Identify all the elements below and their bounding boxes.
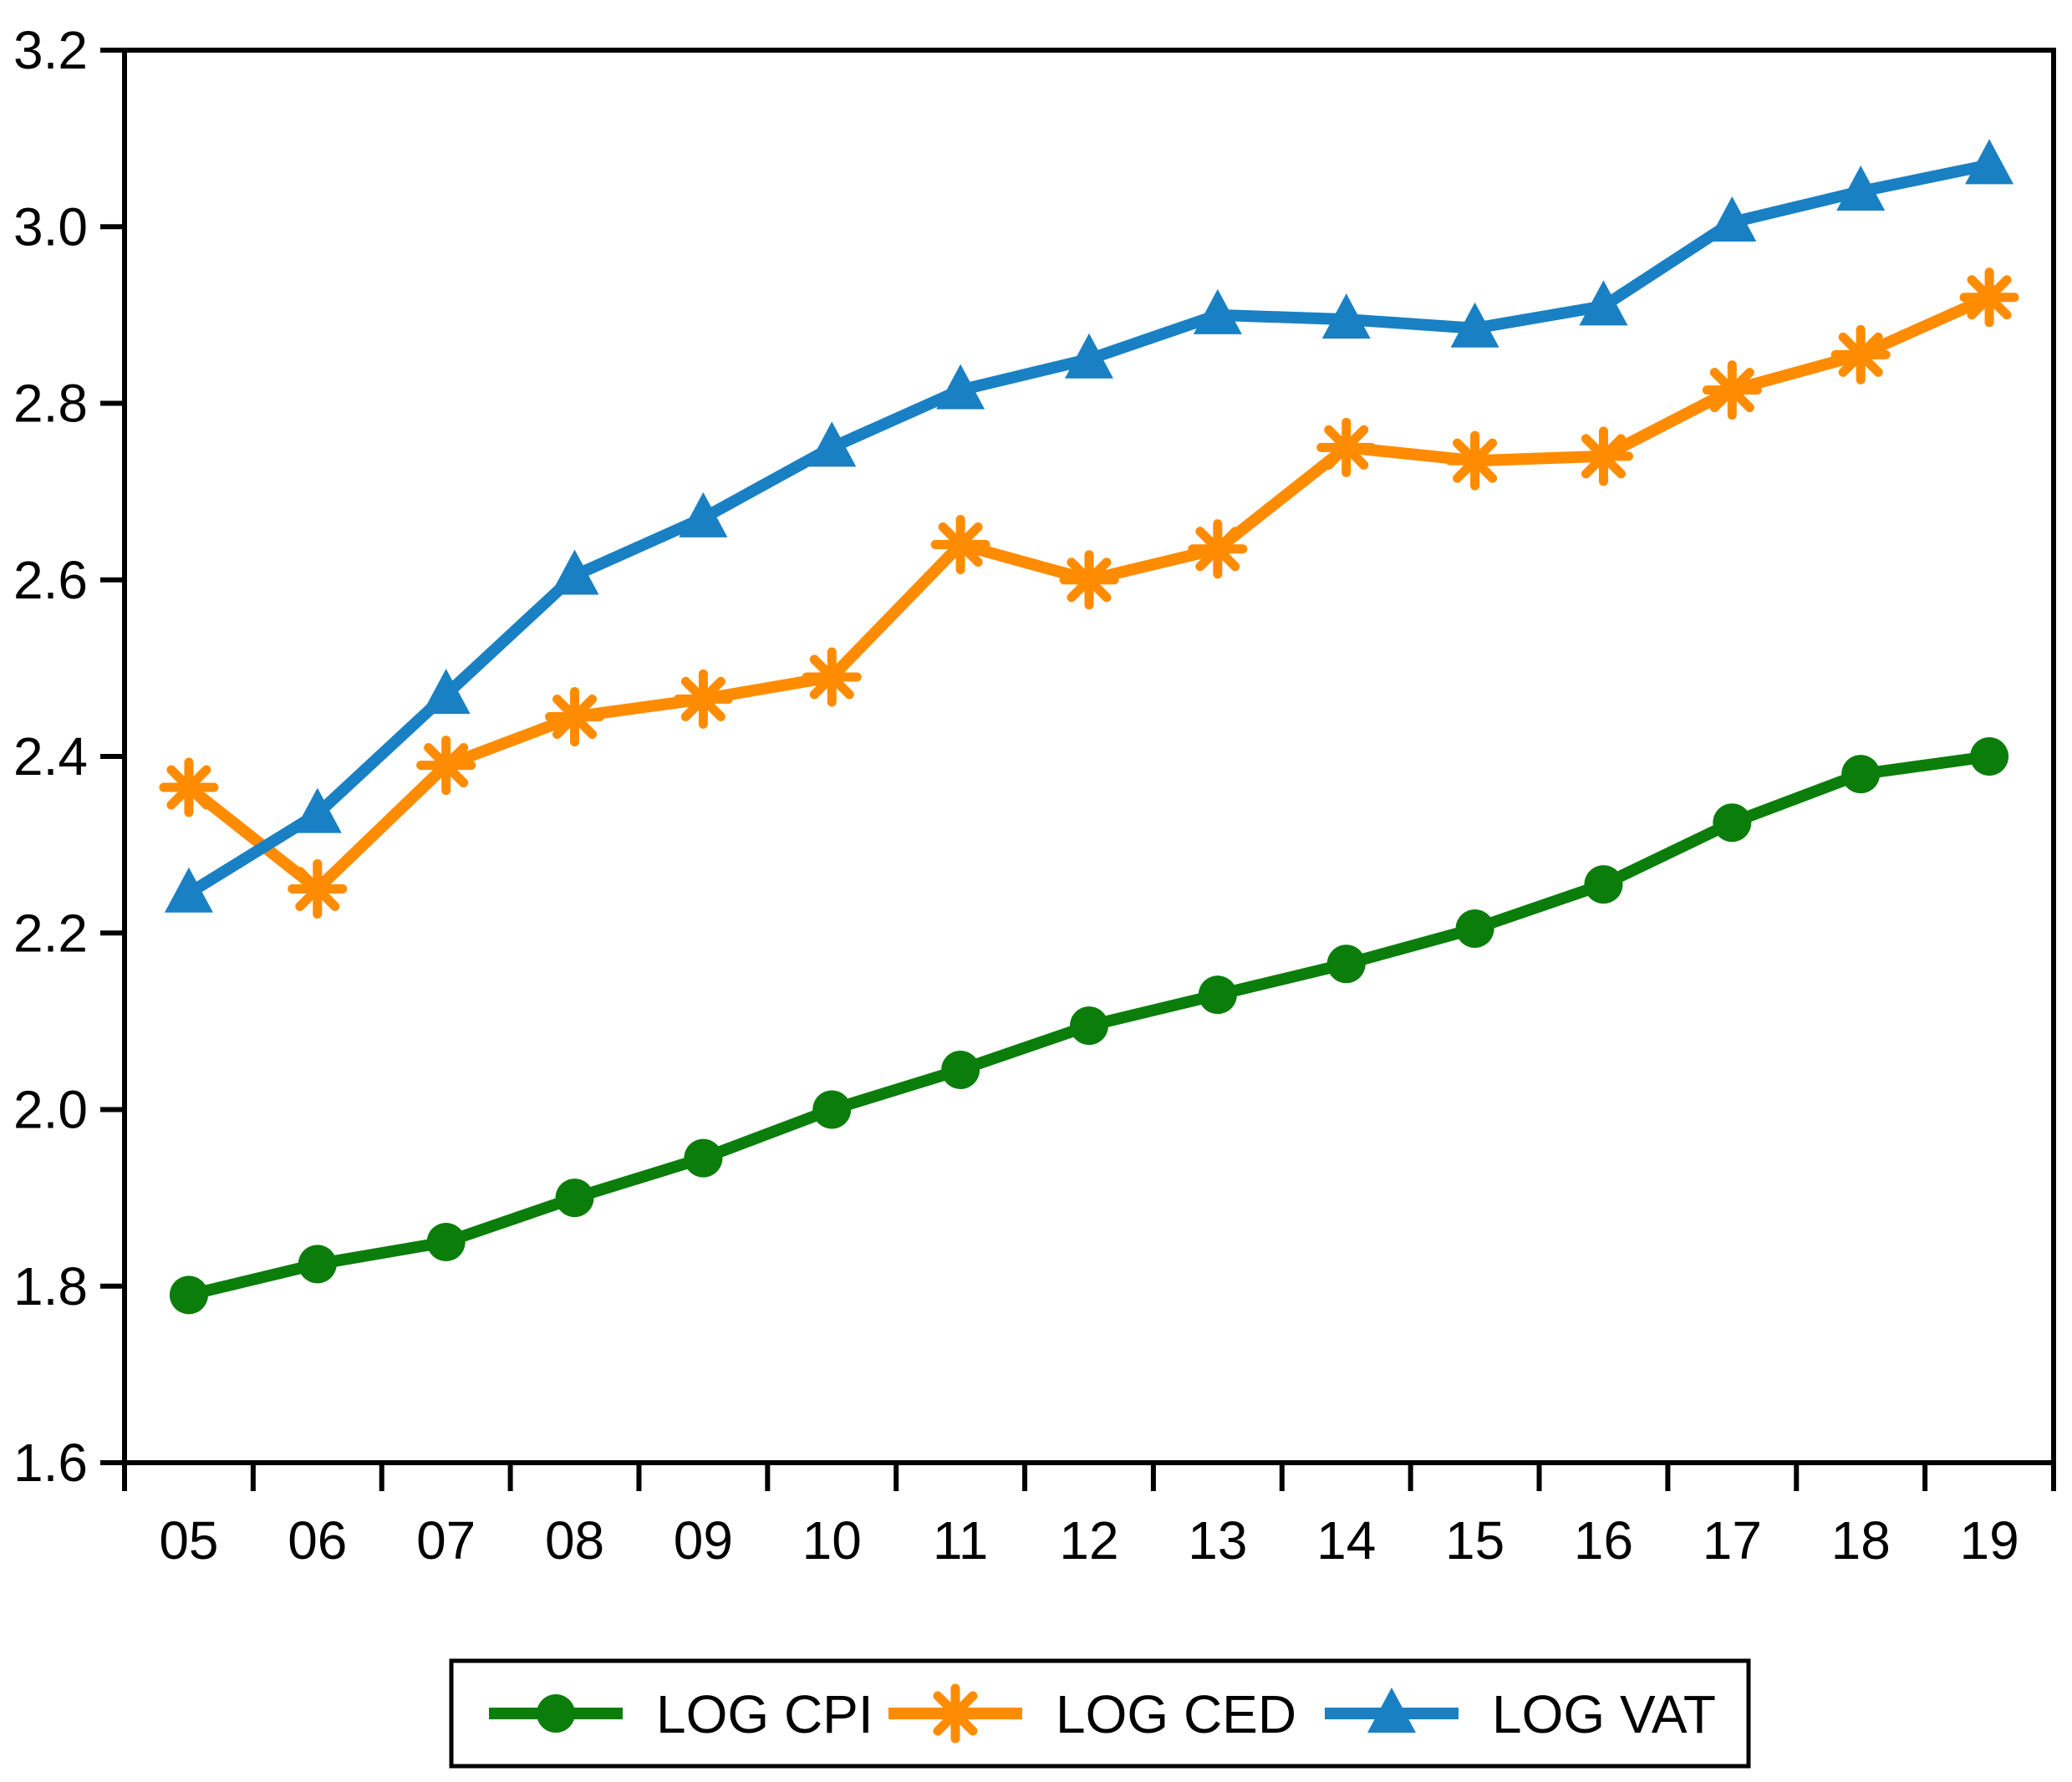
legend-label-log-ced: LOG CED (1056, 1684, 1296, 1744)
legend-label-log-cpi: LOG CPI (656, 1684, 873, 1744)
triangle-marker (421, 669, 471, 715)
x-axis-tick-label: 12 (1059, 1510, 1118, 1571)
asterisk-marker-stroke (166, 765, 211, 810)
asterisk-marker-stroke (295, 866, 340, 911)
y-axis-tick-label: 3.2 (13, 20, 88, 80)
y-axis-tick-label: 2.6 (13, 550, 88, 610)
x-axis-tick-label: 13 (1188, 1510, 1247, 1571)
asterisk-marker-stroke (1324, 425, 1369, 470)
x-axis-tick-label: 07 (416, 1510, 476, 1571)
circle-marker (1070, 1006, 1108, 1046)
x-axis-tick-label: 06 (288, 1510, 347, 1571)
y-axis-tick-label: 2.8 (13, 374, 88, 434)
legend-label-log-vat: LOG VAT (1492, 1684, 1716, 1744)
legend-box: LOG CPI LOG CED LOG VAT (449, 1658, 1751, 1769)
legend-item-log-vat: LOG VAT (1325, 1684, 1716, 1744)
asterisk-marker-stroke (1838, 332, 1883, 377)
triangle-marker (1321, 293, 1371, 339)
x-axis-tick-label: 08 (545, 1510, 604, 1571)
legend-item-log-cpi: LOG CPI (489, 1684, 873, 1744)
asterisk-marker-stroke (1067, 558, 1112, 603)
x-axis-tick-label: 18 (1831, 1510, 1891, 1571)
asterisk-marker-stroke (1709, 368, 1754, 413)
asterisk-marker-stroke (1195, 527, 1240, 572)
y-axis-tick-label: 2.4 (13, 726, 88, 787)
x-axis-tick-label: 11 (933, 1510, 988, 1571)
circle-marker (298, 1245, 337, 1284)
y-axis-tick-label: 1.6 (13, 1433, 88, 1493)
circle-marker (169, 1275, 208, 1315)
x-axis: 05 06 07 08 09 10 11 12 13 14 15 16 17 18 19 (122, 1463, 2056, 1571)
series-log-cpi (169, 737, 2009, 1315)
x-axis-tick-label: 10 (802, 1510, 862, 1571)
asterisk-marker-stroke (809, 654, 854, 700)
asterisk-marker-stroke (1453, 438, 1498, 483)
triangle-marker (1367, 1688, 1416, 1733)
x-axis-tick-label: 16 (1574, 1510, 1633, 1571)
triangle-marker (936, 364, 985, 410)
x-axis-tick-label: 14 (1316, 1510, 1376, 1571)
asterisk-marker-stroke (938, 522, 983, 567)
circle-marker (812, 1090, 852, 1129)
legend-item-log-ced: LOG CED (888, 1683, 1296, 1744)
triangle-marker (679, 491, 728, 537)
circle-marker (555, 1179, 594, 1218)
x-axis-tick-label: 19 (1959, 1510, 2019, 1571)
circle-marker (1455, 909, 1494, 948)
asterisk-marker-stroke (1967, 275, 2012, 320)
triangle-marker (293, 787, 342, 833)
circle-marker (426, 1222, 466, 1261)
triangle-marker (550, 549, 599, 595)
triangle-marker (1065, 333, 1113, 379)
circle-marker (1970, 737, 2009, 776)
triangle-marker (1450, 302, 1499, 348)
circle-marker (684, 1138, 723, 1178)
series-log-vat (164, 139, 2014, 913)
triangle-marker (1836, 165, 1886, 211)
asterisk-marker-stroke (1581, 434, 1626, 479)
circle-marker (941, 1050, 980, 1089)
x-axis-tick-label: 17 (1703, 1510, 1762, 1571)
triangle-marker (807, 421, 857, 467)
circle-marker (1584, 865, 1623, 904)
circle-marker (1326, 944, 1366, 984)
y-axis-tick-label: 2.2 (13, 903, 88, 963)
y-axis-tick-label: 1.8 (13, 1256, 88, 1316)
series-log-ced (159, 267, 2019, 919)
x-axis-tick-label: 09 (674, 1510, 733, 1571)
circle-marker (1713, 803, 1752, 843)
x-axis-tick-label: 15 (1445, 1510, 1504, 1571)
triangle-marker (1193, 288, 1242, 334)
y-axis: 1.6 1.8 2.0 2.2 2.4 2.6 2.8 3.0 3.2 (13, 20, 125, 1493)
circle-marker (1198, 975, 1237, 1015)
asterisk-marker-stroke (424, 743, 469, 788)
asterisk-marker-stroke (680, 676, 725, 721)
y-axis-tick-label: 2.0 (13, 1080, 88, 1140)
circle-marker (537, 1694, 575, 1733)
circle-marker (1841, 755, 1881, 794)
triangle-marker (1708, 196, 1757, 242)
legend-border (449, 1658, 1751, 1769)
triangle-marker (1965, 139, 2014, 185)
asterisk-marker-stroke (552, 694, 598, 739)
x-axis-tick-label: 05 (159, 1510, 218, 1571)
triangle-marker (164, 867, 213, 913)
triangle-marker (1579, 280, 1628, 326)
y-axis-tick-label: 3.0 (13, 196, 88, 257)
asterisk-marker-stroke (933, 1691, 978, 1736)
